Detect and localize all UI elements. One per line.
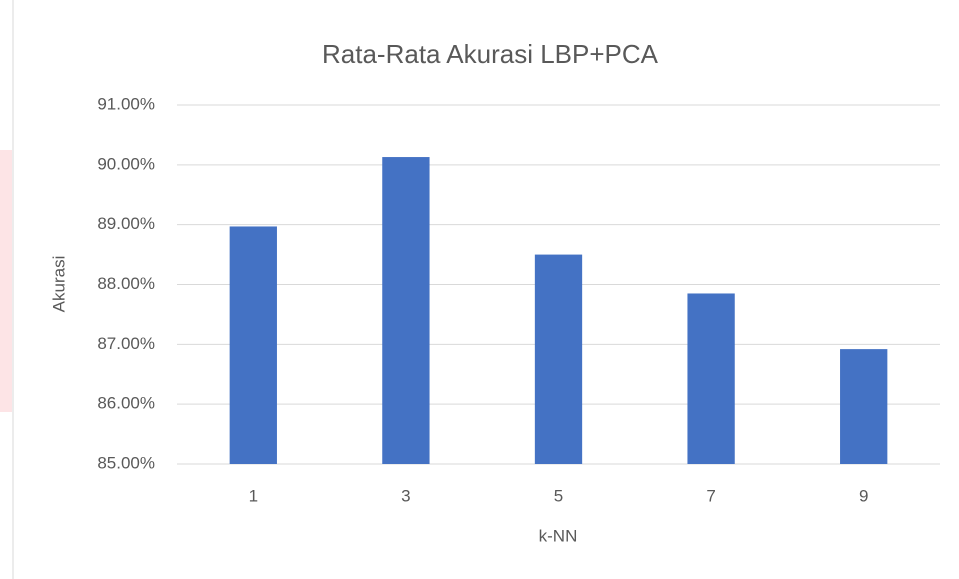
x-axis-label: k-NN bbox=[539, 526, 578, 545]
x-tick-label: 5 bbox=[554, 486, 563, 505]
y-tick-label: 88.00% bbox=[97, 274, 155, 293]
side-strip bbox=[0, 150, 12, 412]
bar bbox=[534, 254, 583, 464]
x-tick-label: 1 bbox=[249, 486, 258, 505]
y-tick-label: 86.00% bbox=[97, 394, 155, 413]
x-tick-label: 3 bbox=[401, 486, 410, 505]
y-tick-label: 91.00% bbox=[97, 94, 155, 113]
x-tick-label: 9 bbox=[859, 486, 868, 505]
y-tick-label: 90.00% bbox=[97, 154, 155, 173]
bar bbox=[229, 226, 277, 464]
y-tick-label: 85.00% bbox=[97, 453, 155, 472]
bar bbox=[687, 293, 735, 464]
y-tick-label: 87.00% bbox=[97, 334, 155, 353]
y-axis-label: Akurasi bbox=[49, 256, 68, 313]
bar bbox=[840, 349, 888, 464]
y-tick-label: 89.00% bbox=[97, 214, 155, 233]
bar bbox=[382, 157, 430, 464]
x-tick-label: 7 bbox=[706, 486, 715, 505]
chart-title: Rata-Rata Akurasi LBP+PCA bbox=[322, 39, 659, 69]
